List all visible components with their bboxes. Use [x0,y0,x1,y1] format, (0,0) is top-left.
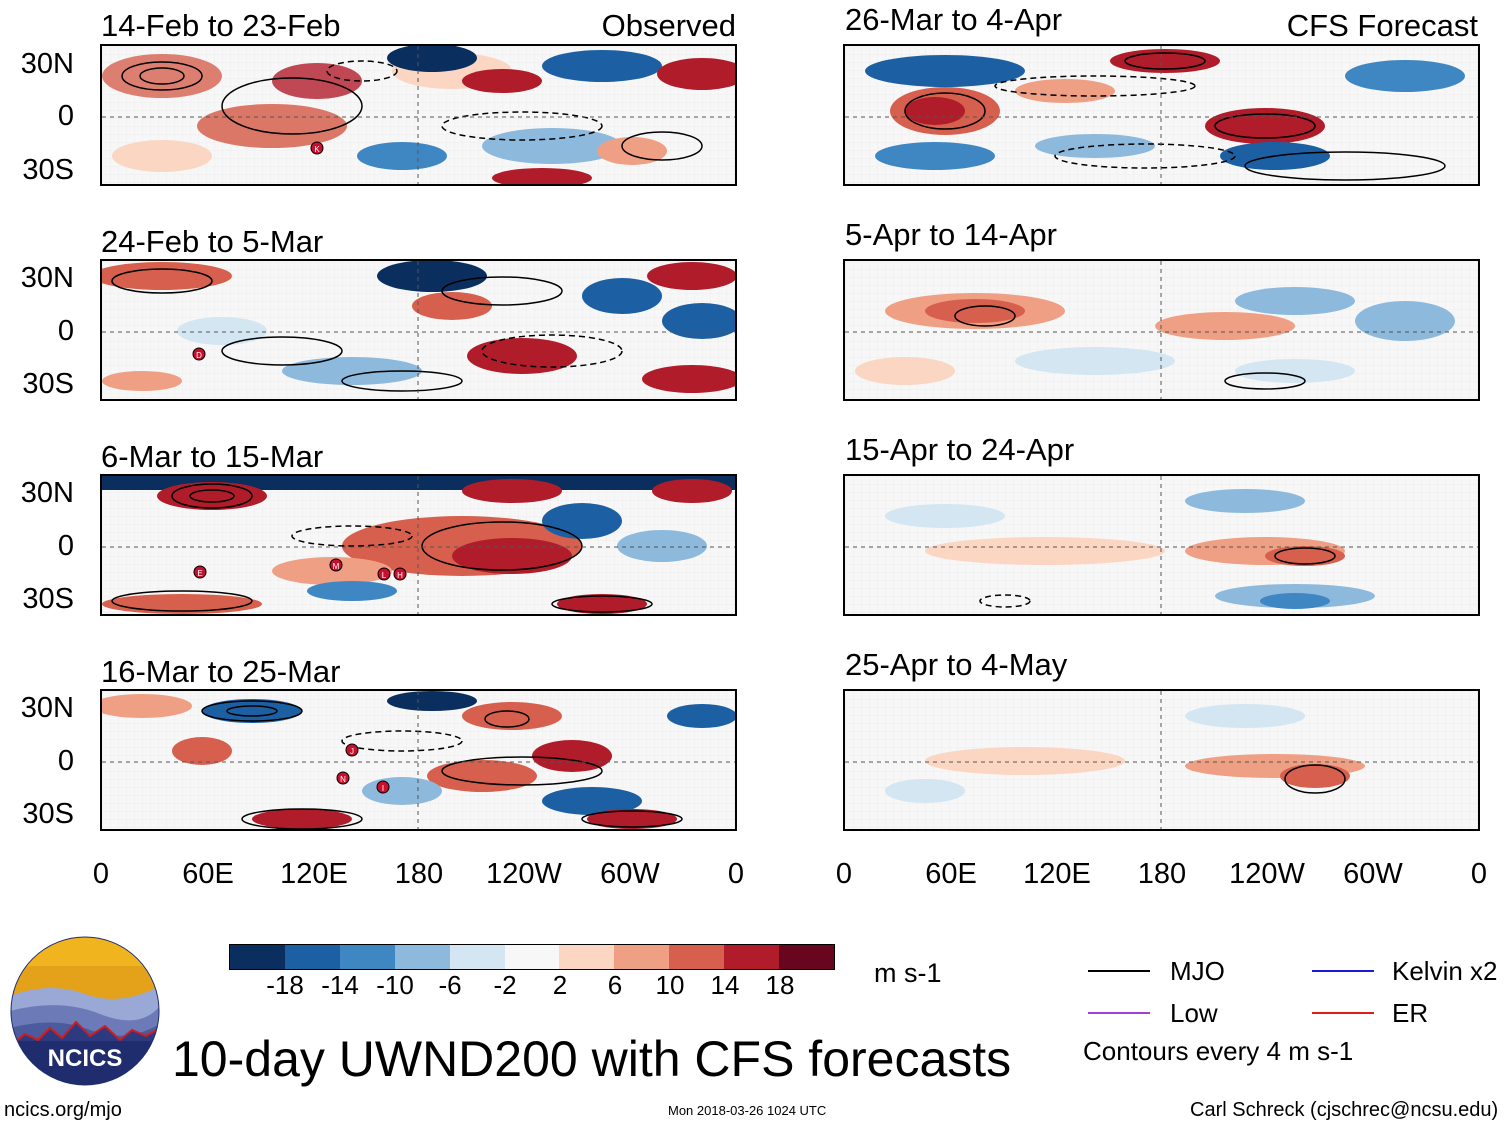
storm-marker-obs-4-1: N [340,775,346,784]
map-panel-fcst-4 [843,689,1480,831]
legend-line-er [1312,1012,1374,1014]
lon-label-fcst-120w: 120W [1229,858,1305,890]
legend-line-mjo [1088,970,1150,972]
legend-label-kelvin: Kelvin x2 [1392,956,1498,986]
legend-label-low: Low [1170,998,1218,1028]
lat-label-30n-3: 30N [20,477,74,509]
map-panel-obs-2: D [100,259,737,401]
storm-marker-obs-1-0: K [314,145,320,154]
lon-label-fcst-0: 0 [835,858,853,890]
colorbar-swatch-5 [504,945,560,969]
footer-url: ncics.org/mjo [4,1099,122,1121]
colorbar-tick-6: 6 [607,970,623,1000]
legend-line-low [1088,1012,1150,1014]
lon-label-obs-180: 180 [394,858,444,890]
colorbar-tick-2: -10 [376,970,414,1000]
storm-marker-obs-3-0: E [197,569,202,578]
lat-label-30s-2: 30S [22,368,74,400]
panel-title-obs-1: 14-Feb to 23-Feb [101,8,341,43]
colorbar-tick-7: 10 [655,970,685,1000]
panel-title-obs-2: 24-Feb to 5-Mar [101,224,324,259]
lat-label-30n-2: 30N [20,262,74,294]
colorbar-swatch-4 [449,945,505,969]
lon-label-obs-120w: 120W [486,858,562,890]
lon-label-obs-60w: 60W [600,858,660,890]
footer-credit: Carl Schreck (cjschrec@ncsu.edu) [1190,1099,1499,1121]
lat-label-30n-1: 30N [20,48,74,80]
colorbar [229,944,835,970]
panel-title-obs-4: 16-Mar to 25-Mar [101,654,341,689]
colorbar-swatch-9 [724,945,780,969]
lat-label-30s-3: 30S [22,583,74,615]
colorbar-swatch-3 [394,945,450,969]
map-panel-fcst-2 [843,259,1480,401]
panel-title-fcst-4: 25-Apr to 4-May [845,647,1068,682]
colorbar-tick-5: 2 [552,970,568,1000]
storm-marker-obs-4-2: I [382,784,384,793]
panel-title-fcst-2: 5-Apr to 14-Apr [845,217,1057,252]
footer-timestamp: Mon 2018-03-26 1024 UTC [668,1103,827,1118]
storm-marker-obs-3-3: H [397,571,403,580]
lon-label-obs-0-end: 0 [727,858,745,890]
contours-note: Contours every 4 m s-1 [1083,1036,1354,1066]
main-title: 10-day UWND200 with CFS forecasts [172,1031,1012,1087]
panel-title-obs-3: 6-Mar to 15-Mar [101,439,324,474]
storm-marker-obs-4-0: J [350,747,354,756]
lon-label-obs-120e: 120E [280,858,348,890]
colorbar-swatch-2 [339,945,395,969]
lon-label-fcst-60e: 60E [925,858,977,890]
colorbar-swatch-7 [614,945,670,969]
lat-label-30s-1: 30S [22,154,74,186]
lon-label-fcst-60w: 60W [1343,858,1403,890]
colorbar-swatch-1 [284,945,340,969]
colorbar-tick-1: -14 [321,970,359,1000]
lat-label-0-4: 0 [57,745,74,777]
lon-label-fcst-120e: 120E [1023,858,1091,890]
map-panel-obs-1: K [100,44,737,186]
map-panel-obs-4: J N I [100,689,737,831]
map-panel-obs-3: E M L H [100,474,737,616]
lat-label-0-1: 0 [57,100,74,132]
lon-label-obs-0: 0 [92,858,110,890]
legend-line-kelvin [1312,970,1374,972]
ncics-logo: NCICS [10,936,160,1086]
legend-label-er: ER [1392,998,1429,1028]
colorbar-swatch-10 [779,945,834,969]
colorbar-tick-8: 14 [710,970,740,1000]
legend-label-mjo: MJO [1170,956,1225,986]
lon-label-fcst-180: 180 [1137,858,1187,890]
storm-marker-obs-3-2: L [382,571,387,580]
ncics-logo-text: NCICS [48,1045,123,1072]
colorbar-swatch-8 [669,945,725,969]
colorbar-tick-3: -6 [438,970,462,1000]
lon-label-obs-60e: 60E [182,858,234,890]
colorbar-tick-0: -18 [266,970,304,1000]
colorbar-swatch-6 [559,945,615,969]
map-panel-fcst-1 [843,44,1480,186]
colorbar-swatch-0 [230,945,285,969]
panel-title-fcst-1: 26-Mar to 4-Apr [845,2,1063,37]
colorbar-tick-4: -2 [493,970,517,1000]
observed-label: Observed [601,8,736,43]
lat-label-0-2: 0 [57,315,74,347]
colorbar-units: m s-1 [874,958,942,988]
lat-label-30s-4: 30S [22,798,74,830]
panel-title-fcst-3: 15-Apr to 24-Apr [845,432,1075,467]
map-panel-fcst-3 [843,474,1480,616]
lat-label-30n-4: 30N [20,692,74,724]
lon-label-fcst-0-end: 0 [1470,858,1488,890]
storm-marker-obs-2-0: D [196,351,202,360]
colorbar-tick-9: 18 [765,970,795,1000]
storm-marker-obs-3-1: M [333,562,340,571]
cfs-forecast-label: CFS Forecast [1286,8,1478,43]
lat-label-0-3: 0 [57,530,74,562]
